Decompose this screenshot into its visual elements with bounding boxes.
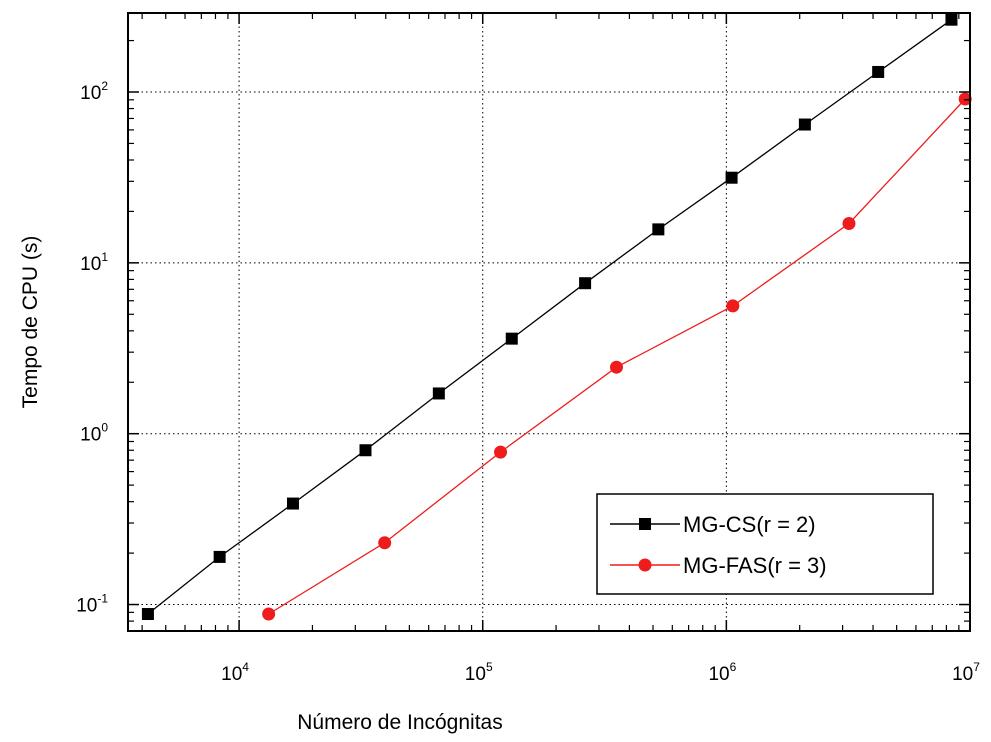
data-point xyxy=(378,536,392,550)
data-point xyxy=(494,445,508,459)
x-tick-label: 104 xyxy=(221,660,249,685)
y-axis-title: Tempo de CPU (s) xyxy=(19,236,42,409)
data-point xyxy=(872,65,885,78)
data-point xyxy=(652,223,665,236)
series-layer xyxy=(141,13,972,621)
grid xyxy=(128,13,970,631)
data-point xyxy=(262,607,276,621)
series-1 xyxy=(141,13,958,621)
y-tick-label: 101 xyxy=(80,250,108,275)
data-point xyxy=(609,360,623,374)
data-point xyxy=(213,550,226,563)
legend-item-1: MG-CS(r = 2) xyxy=(610,512,816,537)
legend: MG-CS(r = 2) MG-FAS(r = 3) xyxy=(596,493,934,595)
data-point xyxy=(945,13,958,26)
series-2 xyxy=(262,92,972,621)
data-point xyxy=(958,92,972,106)
data-point xyxy=(798,118,811,131)
x-tick-label: 107 xyxy=(952,660,980,685)
data-point xyxy=(579,277,592,290)
series-line xyxy=(147,19,952,615)
y-tick-label: 10-1 xyxy=(76,592,108,617)
data-point xyxy=(842,216,856,230)
x-tick-label: 106 xyxy=(708,660,736,685)
axis-ticks xyxy=(128,13,971,632)
data-point xyxy=(726,299,740,313)
data-point xyxy=(359,444,372,457)
data-point xyxy=(141,608,154,621)
data-point xyxy=(725,171,738,184)
plot-frame xyxy=(127,12,971,632)
x-axis-title: Número de Incógnitas xyxy=(297,711,502,734)
data-point xyxy=(505,332,518,345)
y-tick-label: 100 xyxy=(80,421,108,446)
legend-box xyxy=(596,493,934,595)
legend-item-2: MG-FAS(r = 3) xyxy=(610,553,827,578)
legend-label: MG-FAS(r = 3) xyxy=(683,553,827,578)
legend-marker xyxy=(639,518,651,530)
legend-label: MG-CS(r = 2) xyxy=(683,512,816,537)
y-tick-label: 102 xyxy=(80,79,108,104)
data-point xyxy=(286,497,299,510)
x-tick-label: 105 xyxy=(465,660,493,685)
legend-marker xyxy=(638,558,652,572)
tick-labels: 104 105 106 107 10-1 100 101 102 xyxy=(76,79,980,685)
data-point xyxy=(432,387,445,400)
